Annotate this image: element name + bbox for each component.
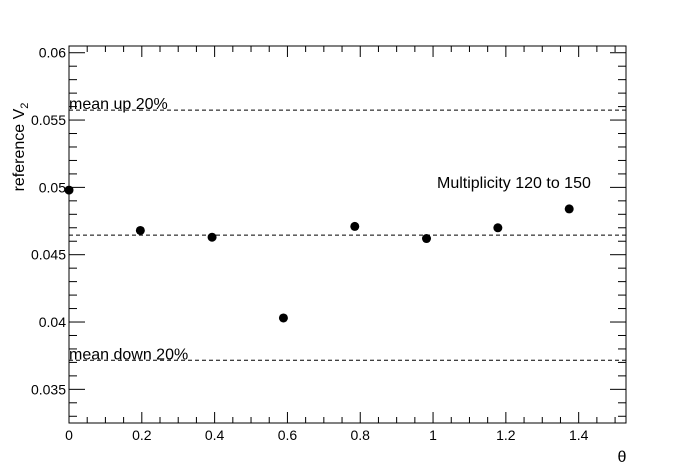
x-tick-label: 0.4 [205, 427, 225, 443]
x-tick-label: 1.4 [569, 427, 589, 443]
plot-frame [68, 45, 627, 424]
y-axis-label-sub: 2 [19, 103, 31, 109]
data-point [350, 221, 360, 231]
y-tick-label: 0.045 [31, 247, 66, 263]
reference-line-label: mean down 20% [69, 346, 188, 363]
y-axis-label: reference V2 [11, 103, 31, 192]
x-tick-label: 0.2 [132, 427, 152, 443]
data-point [135, 225, 145, 235]
annotation-label: Multiplicity 120 to 150 [437, 175, 591, 192]
x-tick-label: 0 [65, 427, 73, 443]
y-tick-label: 0.04 [39, 314, 66, 330]
x-tick-label: 0.8 [351, 427, 371, 443]
x-tick-label: 0.6 [278, 427, 298, 443]
y-axis-label-main: reference V [11, 108, 28, 191]
data-point [493, 223, 503, 233]
y-tick-label: 0.06 [39, 45, 66, 61]
y-tick-label: 0.055 [31, 112, 66, 128]
x-tick-label: 1 [429, 427, 437, 443]
x-axis-label: θ [618, 449, 627, 466]
data-point [564, 204, 574, 214]
data-point [421, 234, 431, 244]
reference-line-label: mean up 20% [69, 96, 168, 113]
y-tick-label: 0.05 [39, 179, 66, 195]
x-tick-label: 1.2 [496, 427, 516, 443]
y-tick-label: 0.035 [31, 381, 66, 397]
data-point [64, 185, 74, 195]
data-point [207, 232, 217, 242]
data-point [278, 313, 288, 323]
